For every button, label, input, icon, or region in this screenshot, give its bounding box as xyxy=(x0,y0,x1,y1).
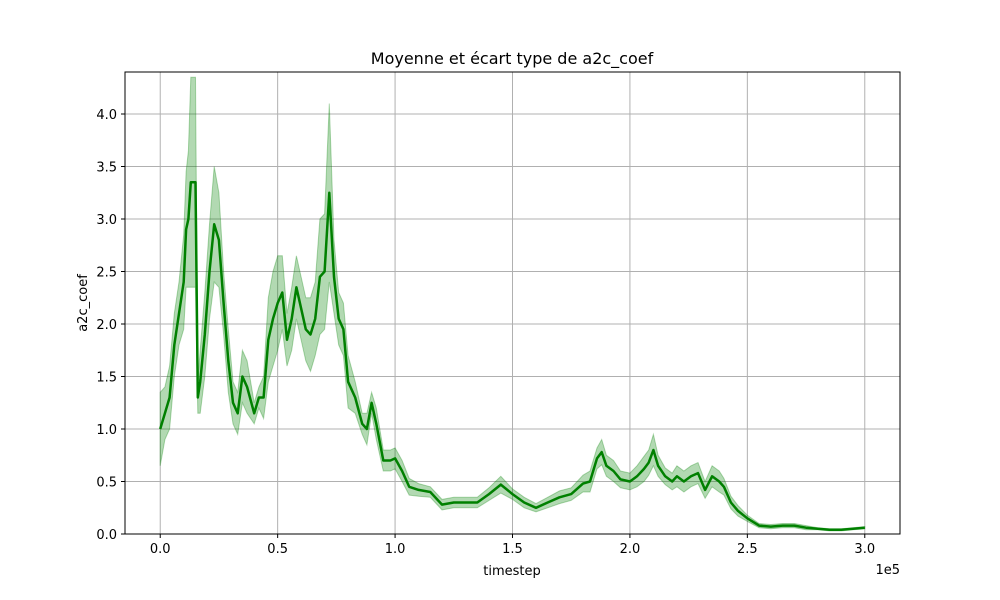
mean-line-layer xyxy=(159,181,865,532)
y-tick-label: 0.5 xyxy=(96,476,117,491)
y-tick-label: 3.0 xyxy=(96,213,117,228)
x-tick-label: 3.0 xyxy=(854,542,875,557)
x-tick-label: 0.0 xyxy=(150,542,171,557)
x-tick-label: 2.0 xyxy=(620,542,641,557)
x-tick-label: 2.5 xyxy=(737,542,758,557)
x-tick-label: 1.0 xyxy=(385,542,406,557)
x-tick-label: 0.5 xyxy=(267,542,288,557)
y-tick-label: 1.0 xyxy=(96,423,117,438)
chart-title: Moyenne et écart type de a2c_coef xyxy=(371,49,654,69)
x-axis-label: timestep xyxy=(483,564,541,579)
y-axis-ticks: 0.0 0.5 1.0 1.5 2.0 2.5 3.0 3.5 4.0 xyxy=(96,108,125,543)
y-tick-label: 1.5 xyxy=(96,371,117,386)
grid-lines xyxy=(125,72,900,535)
y-tick-label: 2.0 xyxy=(96,318,117,333)
y-tick-label: 2.5 xyxy=(96,266,117,281)
y-tick-label: 4.0 xyxy=(96,108,117,123)
x-axis-ticks: 0.0 0.5 1.0 1.5 2.0 2.5 3.0 xyxy=(150,534,875,557)
y-axis-label: a2c_coef xyxy=(76,274,91,332)
y-tick-label: 0.0 xyxy=(96,528,117,543)
mean-line xyxy=(159,181,865,532)
x-axis-offset-label: 1e5 xyxy=(875,563,900,578)
x-tick-label: 1.5 xyxy=(502,542,523,557)
y-tick-label: 3.5 xyxy=(96,161,117,176)
